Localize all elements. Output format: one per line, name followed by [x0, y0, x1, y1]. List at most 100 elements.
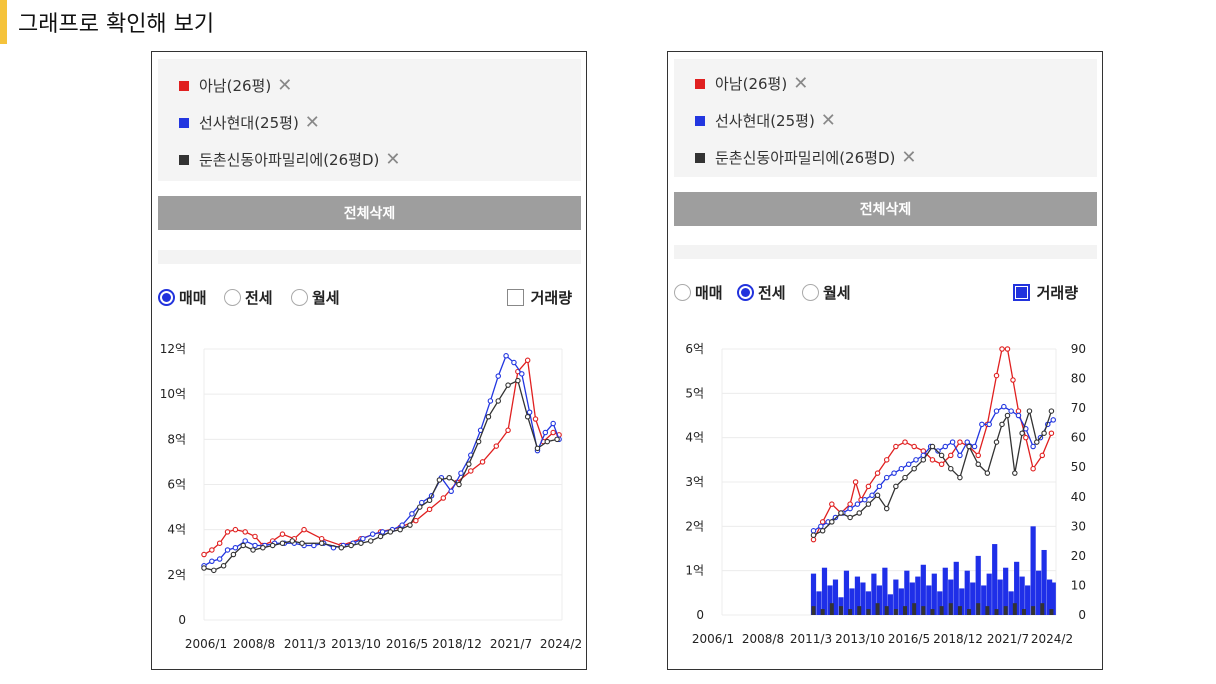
radio-circle[interactable] [291, 289, 308, 306]
radio-sale[interactable]: 매매 [674, 282, 723, 303]
radio-circle[interactable] [802, 284, 819, 301]
data-point [847, 501, 853, 507]
clear-all-button[interactable]: 전체삭제 [674, 192, 1097, 226]
data-point [220, 563, 227, 569]
data-point [865, 501, 872, 507]
data-point [948, 465, 954, 472]
volume-bar [1003, 606, 1008, 615]
blue-square-icon [179, 117, 189, 128]
checkbox-box[interactable] [1012, 284, 1030, 301]
data-point [975, 461, 981, 468]
data-point [252, 542, 258, 549]
series-line [203, 354, 560, 567]
x-tick-label: 2006/1 [692, 632, 734, 646]
volume-bar [898, 588, 904, 615]
volume-bar [942, 567, 948, 615]
radio-circle[interactable] [224, 289, 241, 306]
selected-item-label: 둔촌신동아파밀리에(26평D) [199, 151, 380, 169]
data-point [475, 438, 482, 445]
sale-price-chart: 0 2억 4억 6억 8억 10억 12억 2006/1 2008/8 2011/3 2013/10… [160, 342, 582, 651]
radio-monthly[interactable]: 월세 [291, 287, 340, 308]
data-point [993, 408, 1000, 414]
data-point [426, 497, 433, 504]
y-tick-label: 5억 [685, 386, 704, 400]
radio-jeonse[interactable]: 전세 [224, 287, 273, 308]
data-point [242, 529, 248, 535]
y-tick-label: 6억 [685, 342, 704, 356]
volume-bar [921, 606, 926, 615]
radio-label: 매매 [695, 284, 723, 302]
data-point [854, 501, 861, 507]
data-point [466, 461, 472, 467]
close-icon[interactable]: ✕ [385, 149, 401, 170]
data-point [1026, 408, 1033, 414]
data-point [399, 522, 405, 528]
radio-label: 월세 [823, 284, 851, 302]
data-point [495, 398, 501, 404]
volume-bar [832, 579, 839, 615]
x-tick-label: 2011/3 [790, 632, 832, 646]
y-tick-label: 0 [696, 608, 704, 622]
volume-checkbox[interactable]: 거래량 [1012, 282, 1078, 303]
x-tick-label: 2024/2 [540, 637, 582, 651]
close-icon[interactable]: ✕ [793, 73, 809, 94]
volume-bar [939, 606, 944, 615]
close-icon[interactable]: ✕ [277, 75, 293, 96]
y-tick-label: 6억 [167, 478, 186, 492]
checkbox-box[interactable] [506, 289, 524, 306]
close-icon[interactable]: ✕ [901, 147, 917, 168]
volume-bar [848, 609, 853, 615]
data-point [440, 495, 447, 501]
mode-radio-group: 매매 전세 월세 거래량 [674, 281, 1094, 303]
volume-bar [827, 585, 833, 615]
data-point [869, 492, 875, 499]
close-icon[interactable]: ✕ [304, 112, 320, 133]
data-point [338, 544, 345, 551]
data-point [938, 461, 945, 468]
divider-strip [674, 245, 1097, 259]
data-point [209, 547, 215, 553]
volume-bar [1003, 567, 1009, 615]
data-point [526, 409, 533, 415]
data-point [999, 421, 1005, 428]
volume-bar [909, 582, 915, 615]
data-point [893, 483, 899, 490]
radio-monthly[interactable]: 월세 [802, 282, 851, 303]
data-point [299, 540, 305, 546]
data-point [519, 371, 525, 377]
volume-bar [1050, 582, 1056, 615]
data-point [458, 470, 464, 476]
black-square-icon [179, 154, 189, 165]
y2-tick-label: 20 [1071, 549, 1086, 563]
volume-bar [997, 579, 1003, 615]
data-point [448, 488, 454, 495]
close-icon[interactable]: ✕ [820, 110, 836, 131]
volume-bar [1040, 603, 1045, 615]
radio-circle[interactable] [674, 284, 691, 301]
volume-bar [992, 544, 998, 615]
x-tick-label: 2016/5 [386, 637, 428, 651]
data-point [387, 529, 394, 535]
radio-jeonse[interactable]: 전세 [737, 282, 786, 303]
data-point [949, 439, 956, 445]
checkbox-label: 거래량 [1036, 284, 1078, 302]
data-point [838, 510, 844, 516]
volume-checkbox[interactable]: 거래량 [506, 287, 572, 308]
chart-panel-jeonse: 아남(26평) ✕ 선사현대(25평) ✕ 둔촌신동아파밀리에(26평D) ✕ … [667, 51, 1103, 670]
data-point [242, 538, 248, 544]
volume-bar [1041, 549, 1047, 615]
y2-tick-label: 40 [1071, 490, 1086, 504]
data-point [819, 528, 826, 534]
y2-tick-label: 0 [1078, 608, 1086, 622]
radio-sale[interactable]: 매매 [158, 287, 207, 308]
radio-circle[interactable] [158, 289, 175, 306]
data-point [905, 461, 912, 468]
clear-all-button[interactable]: 전체삭제 [158, 196, 581, 230]
data-point [891, 470, 897, 476]
x-tick-label: 2008/8 [742, 632, 784, 646]
volume-bar [964, 570, 970, 615]
data-point [920, 448, 927, 454]
volume-bar [1031, 606, 1036, 615]
radio-circle[interactable] [737, 284, 754, 301]
data-point [1015, 412, 1022, 419]
